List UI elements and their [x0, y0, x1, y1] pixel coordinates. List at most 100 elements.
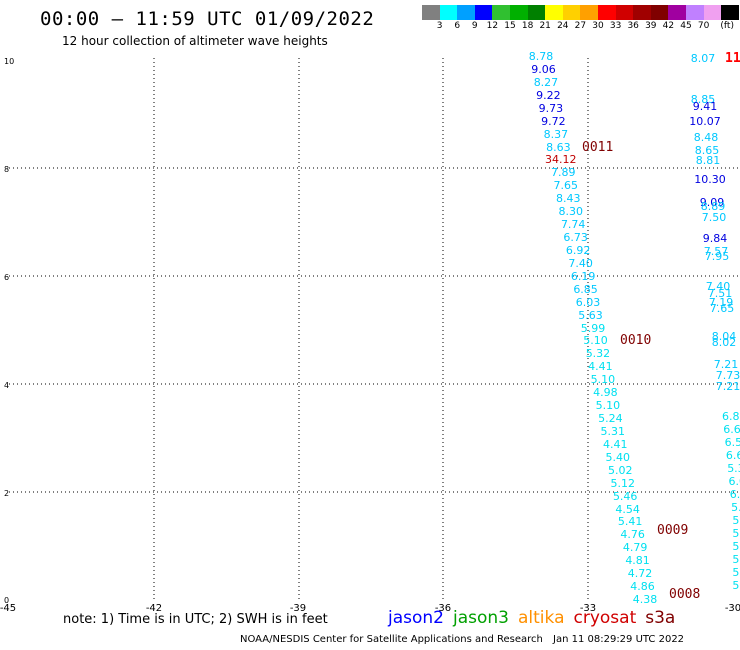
wave-height-label: 7.50: [701, 211, 727, 224]
wave-height-label: 6.85: [573, 282, 598, 296]
legend-swatch: [721, 5, 739, 20]
legend-swatch: [439, 5, 458, 20]
wave-height-label: 9.09: [699, 196, 725, 209]
wave-height-label: 5: [732, 566, 740, 579]
wave-height-label: 4.76: [620, 528, 645, 542]
wave-height-label: 8.48: [693, 131, 719, 144]
legend-label: 12: [486, 21, 499, 31]
wave-height-label: 6.03: [575, 295, 601, 309]
legend-label: 70: [697, 21, 710, 31]
pass-time-label: 0008: [669, 587, 701, 602]
legend-label: 3: [436, 21, 443, 31]
wave-height-label: 8.02: [711, 336, 737, 349]
generation-timestamp: Jan 11 08:29:29 UTC 2022: [553, 634, 685, 645]
wave-height-label: 5.99: [580, 321, 606, 335]
legend-swatch: [457, 5, 475, 20]
legend-swatch: [668, 5, 686, 20]
legend-label: 45: [680, 21, 692, 31]
legend-swatch: [615, 5, 634, 20]
wave-height-label: 8.89: [700, 200, 726, 213]
wave-height-label: 5.31: [600, 424, 626, 438]
wave-height-label: 5.3: [727, 462, 740, 475]
wave-height-label: 7.65: [553, 179, 579, 193]
longitude-label: -39: [289, 603, 307, 614]
satellite-name-cryosat: cryosat: [573, 608, 637, 628]
wave-height-label: 5.40: [605, 450, 631, 464]
wave-height-label: 7.57: [703, 245, 729, 258]
wave-height-label: 5.: [731, 501, 740, 514]
wave-height-label: 10.07: [689, 115, 721, 128]
longitude-label: -30: [724, 603, 740, 614]
longitude-label: -45: [0, 603, 17, 614]
wave-height-label: 7.95: [704, 250, 730, 263]
wave-height-label: 5.41: [617, 515, 643, 529]
wave-height-label: 7.40: [705, 280, 731, 293]
wave-height-label: 6.6: [725, 449, 740, 462]
satellite-name-jason2: jason2: [388, 608, 444, 628]
wave-height-label: 4.86: [630, 580, 655, 594]
wave-height-label: 8.81: [695, 154, 721, 167]
wave-height-label: 6.19: [570, 269, 596, 283]
wave-height-label: 6.8: [722, 410, 740, 423]
legend-label: 9: [471, 21, 478, 31]
wave-height-label: 6.0: [728, 475, 740, 488]
satellite-name-jason3: jason3: [453, 608, 509, 628]
wave-height-label: 6.5: [724, 436, 740, 449]
legend-label: 21: [539, 21, 551, 31]
credit-line: NOAA/NESDIS Center for Satellite Applica…: [240, 634, 543, 645]
legend-swatch: [703, 5, 722, 20]
latitude-label: 6: [4, 273, 10, 282]
longitude-label: -42: [145, 603, 163, 614]
wave-height-label: 5.: [732, 514, 740, 527]
legend-label: 42: [662, 21, 675, 31]
wave-height-label: 5.02: [607, 463, 633, 477]
wave-height-label: 5.10: [583, 334, 608, 348]
wave-height-label: 7.40: [568, 256, 593, 270]
wave-height-label: 7.65: [709, 302, 735, 315]
latitude-label: 10: [4, 57, 15, 66]
wave-height-label: 8.30: [558, 205, 583, 219]
wave-height-label: 8.04: [711, 330, 737, 343]
wave-height-label: 8.43: [555, 192, 581, 206]
wave-height-label: 4.41: [603, 437, 628, 451]
wave-height-label: 8.27: [533, 75, 559, 89]
legend-label: (ft): [720, 21, 734, 31]
legend-swatch: [509, 5, 528, 20]
legend-swatch: [580, 5, 598, 20]
wave-height-label: 7.51: [707, 287, 733, 300]
legend-swatch: [597, 5, 616, 20]
wave-height-label: 4.54: [615, 502, 640, 516]
footer-note: note: 1) Time is in UTC; 2) SWH is in fe…: [63, 612, 328, 627]
legend-swatch: [545, 5, 563, 20]
longitude-label: -33: [579, 603, 597, 614]
wave-height-label: 9.22: [536, 88, 561, 102]
wave-height-label: 8.07: [690, 52, 716, 65]
legend-swatch: [633, 5, 651, 20]
wave-height-label: 4.79: [622, 541, 648, 555]
wave-height-label: 8.63: [546, 140, 571, 154]
wave-height-label: 7.19: [708, 296, 734, 309]
wave-height-label: 5.46: [612, 489, 638, 503]
wave-height-label: 9.84: [702, 232, 728, 245]
latitude-label: 0: [4, 596, 10, 605]
wave-height-label: 9.72: [541, 114, 566, 128]
wave-height-label: 10.30: [694, 173, 726, 186]
color-scale-legend: [422, 5, 739, 20]
wave-height-label: 7.73: [715, 369, 740, 382]
pass-time-label: 11: [725, 51, 740, 66]
wave-height-label: 5: [732, 553, 740, 566]
legend-label: 39: [645, 21, 657, 31]
wave-height-label: 6.6: [723, 423, 740, 436]
wave-height-label: 5.10: [590, 373, 616, 387]
satellite-name-altika: altika: [518, 608, 565, 628]
wave-height-label: 6.73: [563, 231, 588, 244]
latitude-label: 4: [4, 381, 10, 390]
wave-height-label: 5: [732, 527, 740, 540]
wave-height-label: 4.72: [627, 567, 653, 581]
legend-swatch: [422, 5, 440, 20]
wave-height-label: 5.10: [595, 399, 621, 413]
wave-height-label: 5: [732, 579, 740, 592]
legend-label: 27: [574, 21, 587, 31]
satellite-name-s3a: s3a: [645, 608, 676, 628]
